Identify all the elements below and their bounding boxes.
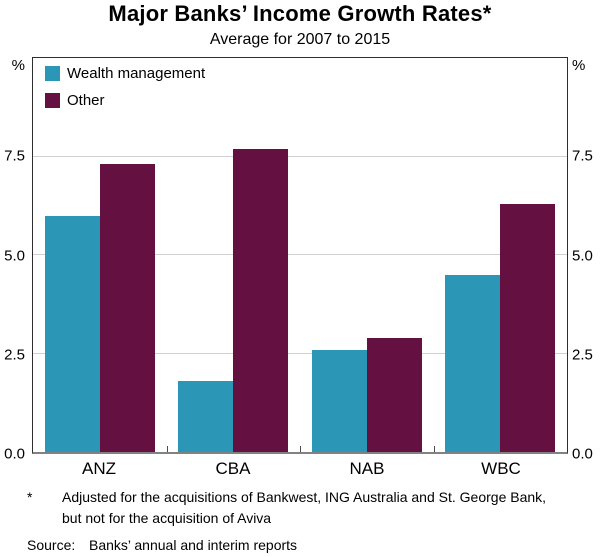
bar-group-cba [167, 58, 301, 452]
legend-label: Other [67, 92, 105, 109]
gridline [33, 155, 567, 157]
footnote-row: * Adjusted for the acquisitions of Bankw… [27, 487, 587, 529]
x-axis-labels: ANZ CBA NAB WBC [32, 459, 568, 479]
legend-swatch [45, 93, 60, 108]
y-tick-label: 0.0 [4, 445, 25, 463]
footnote-text: Adjusted for the acquisitions of Bankwes… [62, 489, 547, 526]
y-tick-label: 2.5 [4, 346, 25, 364]
legend-item: Other [45, 93, 205, 108]
y-tick-label: 7.5 [4, 147, 25, 165]
x-axis-label-cba: CBA [215, 459, 251, 478]
gridline [33, 254, 567, 255]
x-axis-label-anz: ANZ [82, 459, 116, 478]
bar-cba-wealth-management [178, 381, 234, 452]
legend-swatch [45, 66, 60, 81]
legend: Wealth management Other [45, 66, 205, 108]
y-tick-label: 5.0 [572, 247, 593, 264]
source-text: Banks’ annual and interim reports [89, 537, 298, 553]
y-tick-label: 0.0 [572, 445, 593, 463]
y-axis-right: % 0.0 2.5 5.0 7.5 [572, 57, 600, 462]
y-axis-left: % 0.0 2.5 5.0 7.5 [0, 57, 28, 462]
chart-subtitle: Average for 2007 to 2015 [209, 31, 391, 48]
y-tick-label: 2.5 [572, 346, 593, 364]
x-axis-label-nab: NAB [349, 459, 385, 478]
plot-area: Wealth management Other [32, 57, 568, 454]
chart-title: Major Banks’ Income Growth Rates* [108, 1, 492, 26]
x-axis-label-wbc: WBC [481, 459, 521, 478]
bar-nab-other [366, 337, 422, 452]
y-tick-label: 5.0 [4, 247, 25, 264]
bar-anz-other [99, 164, 155, 452]
legend-label: Wealth management [67, 65, 206, 82]
bar-group-anz [33, 58, 167, 452]
x-axis-tick [166, 446, 168, 452]
source-label: Source: [27, 537, 76, 553]
legend-item: Wealth management [45, 66, 205, 81]
y-axis-unit: % [11, 57, 25, 74]
bar-nab-wealth-management [311, 349, 367, 452]
x-axis-tick [300, 446, 301, 452]
bar-cba-other [233, 148, 289, 452]
bar-anz-wealth-management [44, 215, 100, 452]
footnotes: * Adjusted for the acquisitions of Bankw… [27, 487, 587, 556]
source-row: Source: Banks’ annual and interim report… [27, 535, 587, 556]
bar-wbc-other [500, 203, 556, 452]
y-tick-label: 7.5 [572, 147, 593, 165]
y-axis-unit: % [572, 57, 586, 74]
gridline [33, 352, 567, 354]
bar-group-wbc [434, 58, 568, 452]
x-axis-tick [433, 446, 435, 452]
bar-group-nab [300, 58, 434, 452]
bar-wbc-wealth-management [445, 274, 501, 452]
footnote-marker: * [27, 489, 33, 505]
